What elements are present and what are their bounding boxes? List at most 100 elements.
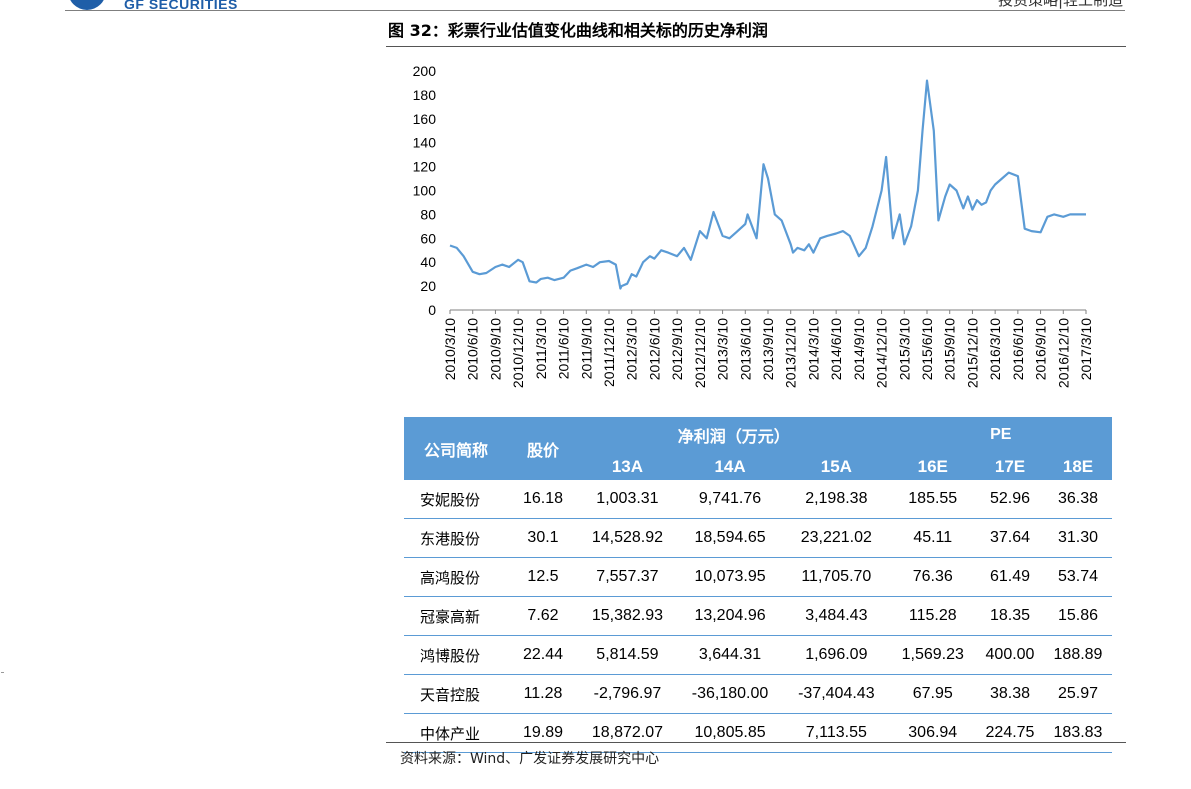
header-divider — [65, 10, 1125, 11]
x-tick-label: 2015/9/10 — [942, 318, 958, 380]
x-tick-label: 2013/12/10 — [783, 318, 799, 388]
table-row: 高鸿股份 12.5 7,557.37 10,073.95 11,705.70 76.36 6… — [404, 557, 1112, 597]
cell-price: 16.18 — [508, 480, 578, 519]
table-row: 冠豪高新 7.62 15,382.93 13,204.96 3,484.43 115.28… — [404, 596, 1112, 636]
source-note: 资料来源：Wind、广发证券发展研究中心 — [400, 751, 660, 767]
cell-name: 冠豪高新 — [404, 596, 508, 636]
cell-pe17: 18.35 — [976, 596, 1044, 636]
cell-pe16: 1,569.23 — [889, 635, 976, 675]
table-row: 天音控股 11.28 -2,796.97 -36,180.00 -37,404.43 67… — [404, 674, 1112, 714]
cell-p14: 3,644.31 — [676, 635, 784, 675]
cell-pe17: 224.75 — [976, 713, 1044, 753]
y-tick-label: 20 — [420, 278, 436, 294]
net-profit-group-header: 净利润（万元） — [578, 417, 890, 453]
cell-p14: 10,805.85 — [676, 713, 784, 753]
cell-pe18: 25.97 — [1043, 674, 1112, 714]
x-tick-label: 2012/9/10 — [669, 318, 685, 380]
figure-title-divider — [386, 46, 1126, 47]
table-row: 安妮股份 16.18 1,003.31 9,741.76 2,198.38 185.55 5… — [404, 480, 1112, 519]
series-line — [449, 79, 1086, 290]
cell-pe16: 76.36 — [889, 557, 976, 597]
cell-p15: 1,696.09 — [783, 635, 890, 675]
y-tick-label: 100 — [413, 183, 437, 199]
cell-p13: 18,872.07 — [578, 713, 677, 753]
cell-p13: -2,796.97 — [578, 674, 677, 714]
y-tick-label: 180 — [413, 87, 437, 103]
cell-p15: -37,404.43 — [783, 674, 890, 714]
cell-price: 11.28 — [508, 674, 578, 714]
cell-pe18: 183.83 — [1043, 713, 1112, 753]
col-header-17e: 17E — [976, 453, 1044, 480]
cell-price: 12.5 — [508, 557, 578, 597]
x-tick-label: 2012/12/10 — [692, 318, 708, 388]
x-tick-label: 2014/6/10 — [828, 318, 844, 380]
cell-p13: 15,382.93 — [578, 596, 677, 636]
x-tick-label: 2016/12/10 — [1055, 318, 1071, 388]
col-company-header: 公司简称 — [404, 417, 508, 480]
cell-name: 天音控股 — [404, 674, 508, 714]
gf-securities-logo: GF SECURITIES — [60, 0, 260, 12]
cell-p15: 11,705.70 — [783, 557, 890, 597]
pe-group-header: PE — [889, 417, 1112, 453]
col-header-14a: 14A — [676, 453, 784, 480]
x-tick-label: 2015/12/10 — [964, 318, 980, 388]
cell-name: 鸿博股份 — [404, 635, 508, 675]
cell-p14: -36,180.00 — [676, 674, 784, 714]
table-bottom-divider — [386, 742, 1126, 743]
cell-pe17: 52.96 — [976, 480, 1044, 519]
y-tick-label: 0 — [428, 302, 436, 318]
cell-pe17: 61.49 — [976, 557, 1044, 597]
cell-p14: 10,073.95 — [676, 557, 784, 597]
x-tick-label: 2014/9/10 — [851, 318, 867, 380]
cell-pe17: 37.64 — [976, 518, 1044, 558]
x-tick-label: 2011/9/10 — [578, 318, 594, 379]
col-header-13a: 13A — [578, 453, 677, 480]
series-group — [449, 79, 1086, 290]
cell-p13: 1,003.31 — [578, 480, 677, 519]
logo-text: GF SECURITIES — [124, 0, 238, 12]
table-row: 东港股份 30.1 14,528.92 18,594.65 23,221.02 45.11… — [404, 518, 1112, 558]
cell-p14: 18,594.65 — [676, 518, 784, 558]
table-row: 鸿博股份 22.44 5,814.59 3,644.31 1,696.09 1,569.2… — [404, 635, 1112, 675]
report-category: 投资策略|轻工制造 — [997, 0, 1123, 9]
cell-pe18: 188.89 — [1043, 635, 1112, 675]
cell-p14: 13,204.96 — [676, 596, 784, 636]
col-header-18e: 18E — [1043, 453, 1112, 480]
x-tick-label: 2011/3/10 — [533, 318, 549, 379]
cell-pe16: 67.95 — [889, 674, 976, 714]
cell-p15: 3,484.43 — [783, 596, 890, 636]
cell-name: 中体产业 — [404, 713, 508, 753]
cell-price: 19.89 — [508, 713, 578, 753]
x-tick-label: 2012/6/10 — [646, 318, 662, 380]
cell-pe18: 53.74 — [1043, 557, 1112, 597]
cell-pe18: 36.38 — [1043, 480, 1112, 519]
col-header-16e: 16E — [889, 453, 976, 480]
x-tick-label: 2010/6/10 — [465, 318, 481, 380]
cell-p13: 5,814.59 — [578, 635, 677, 675]
cell-name: 安妮股份 — [404, 480, 508, 519]
y-tick-label: 60 — [420, 230, 436, 246]
y-tick-label: 120 — [413, 159, 437, 175]
x-tick-label: 2015/6/10 — [919, 318, 935, 380]
x-axis: 2010/3/10 2010/6/10 2010/9/10 2010/12/10 201… — [442, 309, 1094, 388]
cell-name: 东港股份 — [404, 518, 508, 558]
cell-pe18: 15.86 — [1043, 596, 1112, 636]
page-mark — [1, 672, 4, 673]
figure-title: 图 32：彩票行业估值变化曲线和相关标的历史净利润 — [388, 21, 768, 40]
y-tick-label: 200 — [413, 63, 437, 79]
x-tick-label: 2013/3/10 — [715, 318, 731, 380]
x-tick-label: 2010/3/10 — [442, 318, 458, 380]
x-tick-label: 2017/3/10 — [1078, 318, 1094, 380]
x-tick-label: 2016/9/10 — [1033, 318, 1049, 380]
y-tick-label: 160 — [413, 111, 437, 127]
x-tick-label: 2013/6/10 — [737, 318, 753, 380]
cell-p13: 7,557.37 — [578, 557, 677, 597]
col-price-header: 股价 — [508, 417, 578, 480]
cell-p15: 2,198.38 — [783, 480, 890, 519]
cell-pe18: 31.30 — [1043, 518, 1112, 558]
cell-pe17: 38.38 — [976, 674, 1044, 714]
x-tick-label: 2011/12/10 — [601, 318, 617, 387]
col-header-15a: 15A — [783, 453, 890, 480]
y-axis: 0 20 40 60 80 100 120 140 160 180 200 — [413, 63, 437, 318]
